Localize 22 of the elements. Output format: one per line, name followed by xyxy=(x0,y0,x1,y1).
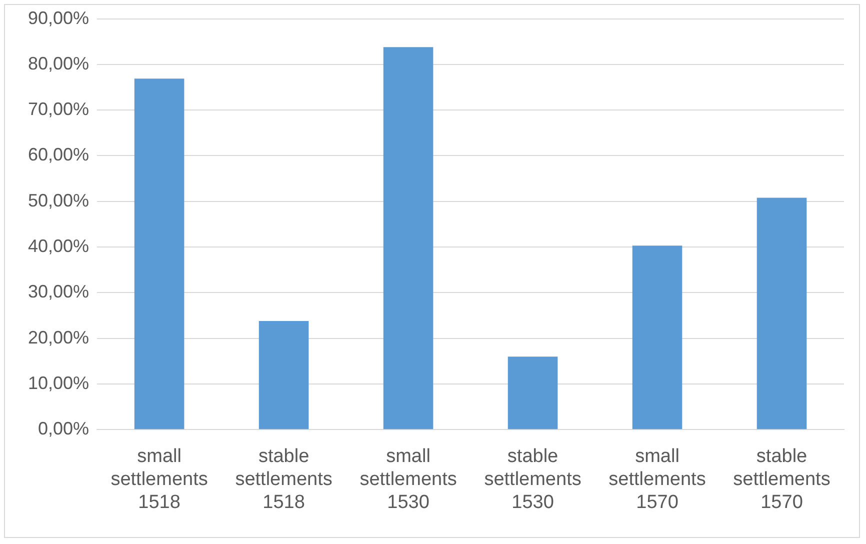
x-tick-label: small settlements 1570 xyxy=(608,446,706,513)
bar xyxy=(508,356,558,430)
x-tick-label: stable settlements 1570 xyxy=(733,446,830,513)
bar xyxy=(258,320,309,430)
y-tick-label: 0,00% xyxy=(38,418,90,439)
x-tick-label: small settlements 1518 xyxy=(110,446,208,513)
x-tick-label: small settlements 1530 xyxy=(360,446,457,513)
y-tick-label: 40,00% xyxy=(28,236,90,256)
y-tick-label: 30,00% xyxy=(28,282,90,302)
y-tick-label: 90,00% xyxy=(28,8,90,28)
bar xyxy=(756,198,807,430)
y-tick-label: 70,00% xyxy=(28,99,90,120)
y-tick-label: 10,00% xyxy=(28,372,90,393)
bar xyxy=(632,246,682,430)
y-tick-label: 20,00% xyxy=(28,327,90,348)
bar xyxy=(134,78,184,430)
bar xyxy=(383,47,434,430)
y-tick-label: 50,00% xyxy=(28,190,90,210)
x-tick-label: stable settlements 1530 xyxy=(484,446,582,513)
x-tick-label: stable settlements 1518 xyxy=(235,446,332,513)
y-tick-label: 60,00% xyxy=(28,144,90,165)
y-tick-label: 80,00% xyxy=(28,53,90,74)
